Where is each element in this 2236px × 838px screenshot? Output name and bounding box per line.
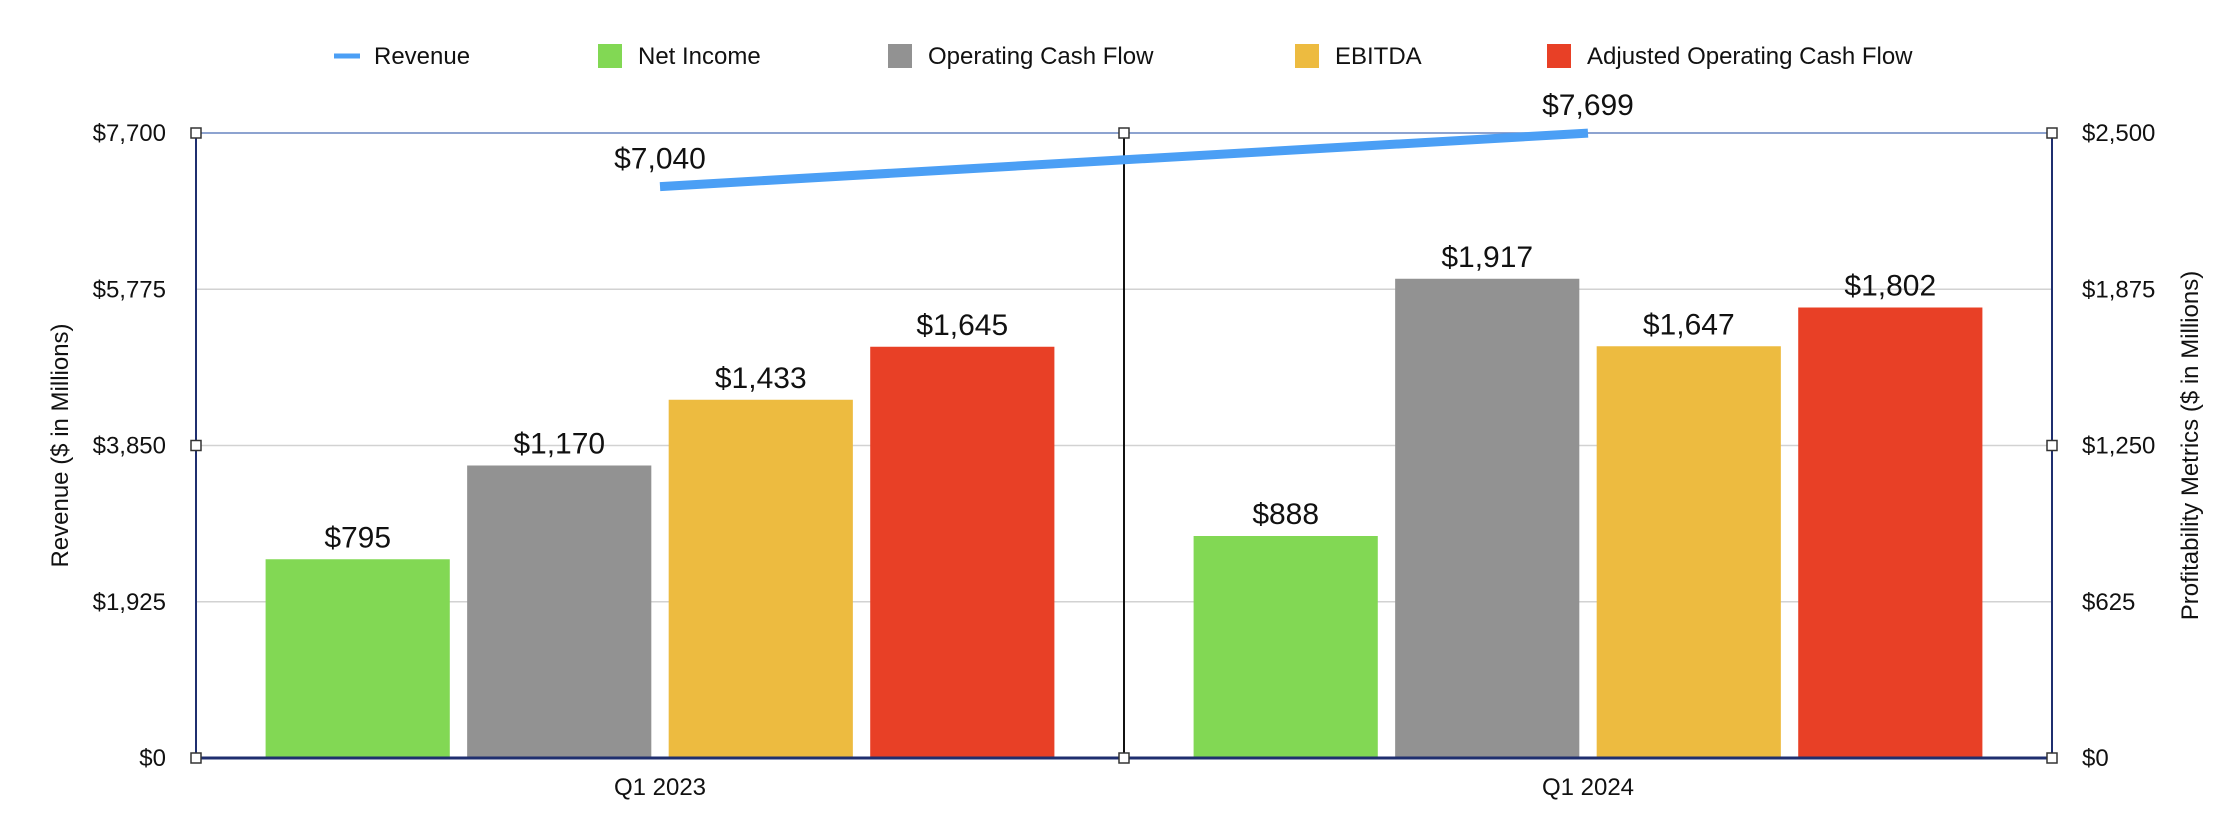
bar-label-ebitda-q1-2024: $1,647 [1643,308,1735,341]
bar-label-adjusted-operating-cash-flow-q1-2024: $1,802 [1844,270,1936,303]
legend-label-revenue: Revenue [374,43,470,70]
legend-swatch-ebitda [1295,44,1319,68]
y2-tick-label: $1,250 [2082,433,2155,460]
legend-swatch-adjusted-operating-cash-flow [1547,44,1571,68]
data-labels: $795 $1,170 $1,433 $1,645 $888 $1,917 $1,647 $1… [324,89,1936,554]
y2-axis-title: Profitability Metrics ($ in Millions) [2177,271,2204,620]
legend-label-operating-cash-flow: Operating Cash Flow [928,43,1154,70]
y-tick-label: $5,775 [93,276,166,303]
bar-operating-cash-flow-q1-2023 [467,465,652,758]
selection-handle [2046,127,2058,139]
y2-tick-label: $0 [2082,745,2109,772]
bars [265,278,1983,758]
bar-label-operating-cash-flow-q1-2023: $1,170 [513,428,605,461]
revenue-label-q1-2024: $7,699 [1542,89,1634,122]
bar-adjusted-operating-cash-flow-q1-2024 [1798,307,1983,758]
bar-operating-cash-flow-q1-2024 [1395,278,1580,758]
bar-net-income-q1-2024 [1193,536,1378,758]
bar-ebitda-q1-2023 [668,399,853,758]
bar-label-net-income-q1-2023: $795 [324,521,391,554]
y2-tick-label: $1,875 [2082,276,2155,303]
legend: Revenue Net Income Operating Cash Flow EBIT… [334,43,1913,70]
bar-net-income-q1-2023 [265,559,450,758]
bar-ebitda-q1-2024 [1596,346,1781,758]
axes: $0 $1,925 $3,850 $5,775 $7,700 $0 $625 $1,250 $1… [47,120,2204,801]
legend-label-net-income: Net Income [638,43,761,70]
legend-swatch-operating-cash-flow [888,44,912,68]
revenue-line [659,128,1589,192]
y-tick-label: $1,925 [93,589,166,616]
selection-handle [1118,752,1130,764]
selection-handle [2046,752,2058,764]
selection-handle [190,752,202,764]
y-tick-label: $3,850 [93,433,166,460]
x-tick-label: Q1 2023 [614,774,706,801]
y-axis-title: Revenue ($ in Millions) [47,323,74,567]
plot-frame [190,127,2058,764]
bar-label-net-income-q1-2024: $888 [1252,498,1319,531]
y2-tick-label: $2,500 [2082,120,2155,147]
y-tick-label: $0 [139,745,166,772]
y2-tick-label: $625 [2082,589,2135,616]
bar-label-adjusted-operating-cash-flow-q1-2023: $1,645 [916,309,1008,342]
selection-handle [2046,439,2058,452]
bar-label-ebitda-q1-2023: $1,433 [715,362,807,395]
y-tick-label: $7,700 [93,120,166,147]
bar-adjusted-operating-cash-flow-q1-2023 [870,346,1055,758]
selection-handle [190,127,202,139]
legend-swatch-net-income [598,44,622,68]
revenue-line-group [659,128,1589,192]
x-tick-label: Q1 2024 [1542,774,1634,801]
legend-label-ebitda: EBITDA [1335,43,1422,70]
selection-handle [190,439,202,452]
revenue-label-q1-2023: $7,040 [614,143,706,176]
legend-label-adjusted-operating-cash-flow: Adjusted Operating Cash Flow [1587,43,1913,70]
bar-label-operating-cash-flow-q1-2024: $1,917 [1441,241,1533,274]
selection-handle [1118,127,1130,139]
